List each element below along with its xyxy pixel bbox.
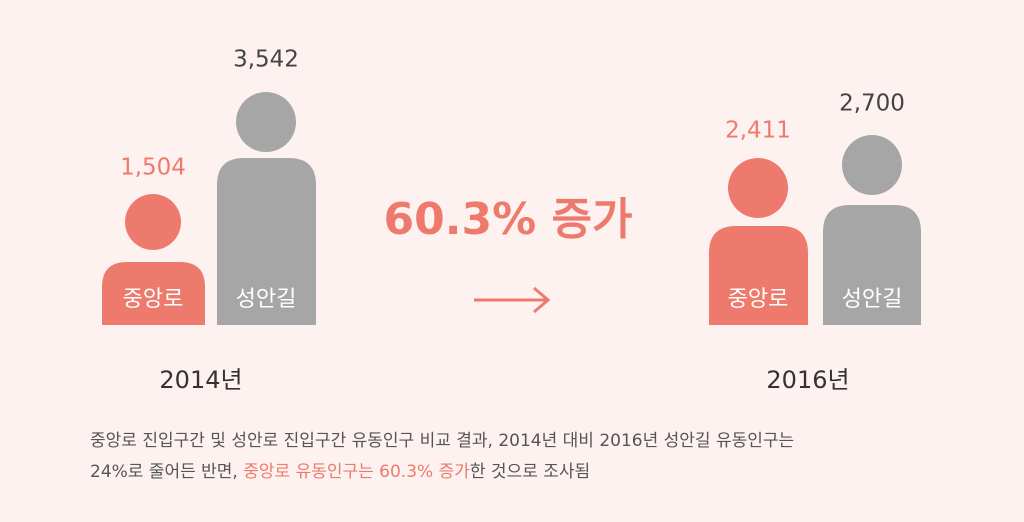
- caption-line: 중앙로 진입구간 및 성안로 진입구간 유동인구 비교 결과, 2014년 대비…: [90, 431, 794, 451]
- caption-text: 한 것으로 조사됨: [470, 462, 590, 482]
- caption-highlight: 중앙로 유동인구는 60.3% 증가: [243, 462, 470, 482]
- figure-label: 중앙로: [123, 287, 184, 312]
- figure-label: 성안길: [236, 287, 297, 312]
- value: 2,411: [725, 118, 791, 144]
- figure-head: [125, 194, 181, 250]
- change-text: 60.3% 증가: [384, 194, 633, 245]
- figure-body: [823, 205, 921, 325]
- figure-head: [728, 158, 788, 218]
- figure-body: [709, 226, 808, 325]
- caption-line: 24%로 줄어든 반면, 중앙로 유동인구는 60.3% 증가한 것으로 조사됨: [90, 462, 590, 482]
- figure-label: 성안길: [842, 287, 903, 312]
- year: 2016년: [766, 366, 849, 394]
- figure-head: [842, 135, 902, 195]
- figure-label: 중앙로: [728, 287, 789, 312]
- year: 2014년: [159, 366, 242, 394]
- value: 1,504: [120, 155, 186, 181]
- value: 2,700: [839, 91, 905, 117]
- arrow: [474, 286, 551, 314]
- caption-text: 24%로 줄어든 반면,: [90, 462, 243, 482]
- value: 3,542: [233, 47, 299, 73]
- figure-head: [236, 92, 296, 152]
- figure-body: [102, 262, 205, 325]
- figure-body: [217, 158, 316, 325]
